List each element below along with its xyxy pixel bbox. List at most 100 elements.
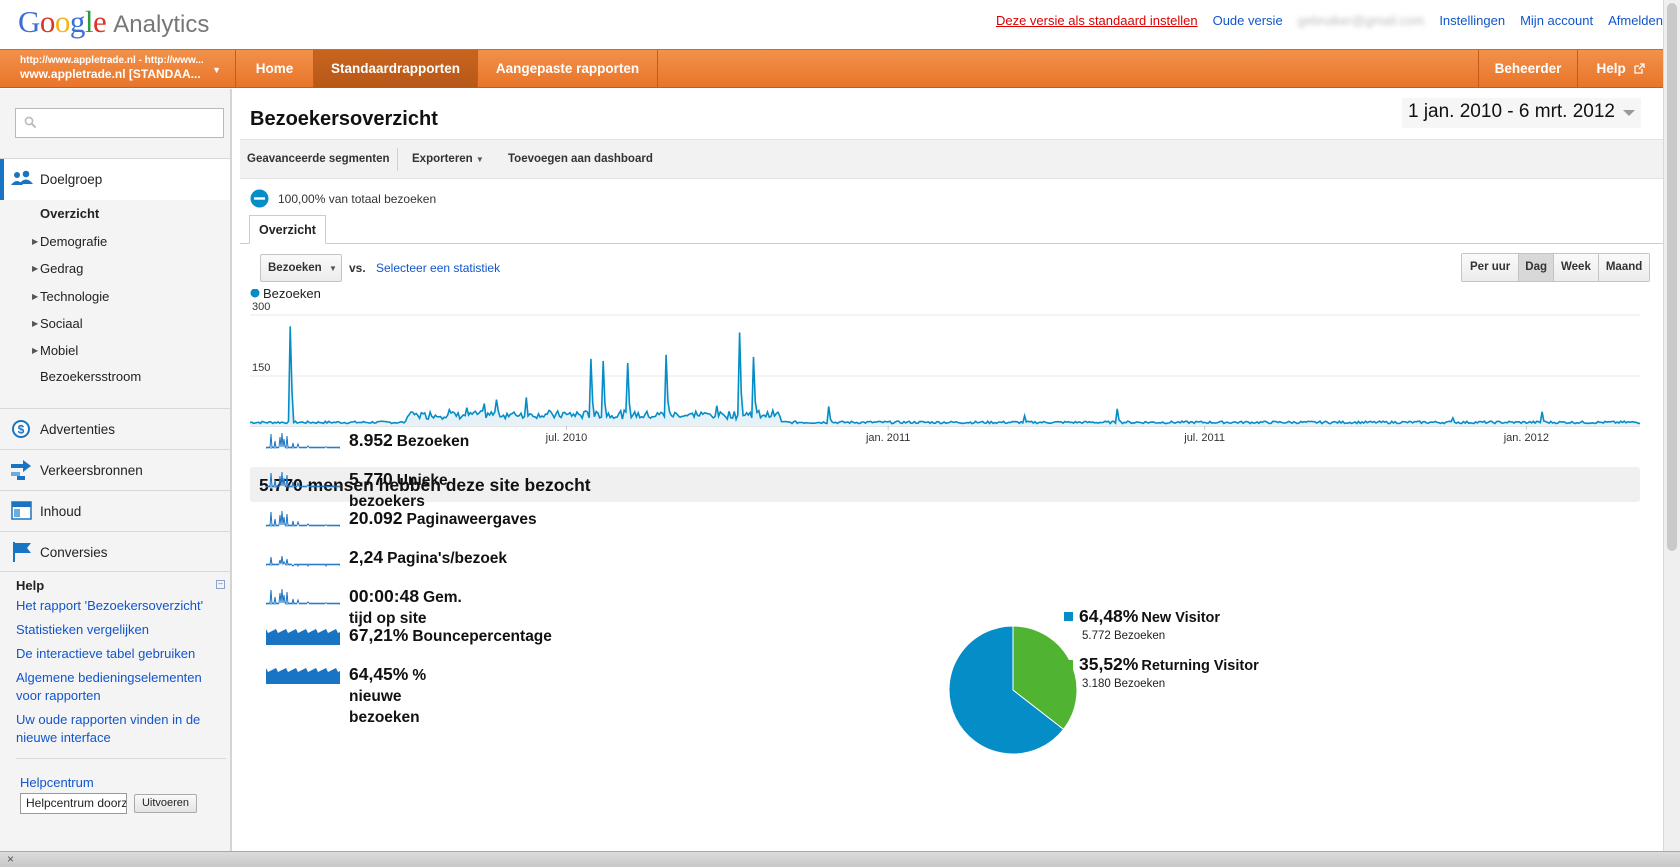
sidebar-item-traffic-sources[interactable]: Verkeersbronnen [0, 449, 230, 490]
select-metric-link[interactable]: Selecteer een statistiek [376, 261, 501, 275]
scrollbar-thumb[interactable] [1667, 3, 1677, 551]
nav-help[interactable]: Help [1578, 50, 1663, 88]
metric-label: % nieuwe bezoeken [349, 667, 427, 726]
collapse-icon[interactable]: – [216, 580, 225, 589]
divider [16, 758, 226, 759]
old-version-link[interactable]: Oude versie [1212, 13, 1283, 28]
granularity-month-button[interactable]: Maand [1598, 254, 1650, 281]
nav-tab-standard-reports[interactable]: Standaardrapporten [314, 50, 478, 88]
returning-visitor-pct-value: 35,52% [1079, 654, 1139, 674]
traffic-arrows-icon [11, 460, 31, 480]
metric-value: 00:00:48 [349, 586, 420, 606]
divider [397, 148, 398, 171]
new-visitor-pct: 64,48% New Visitor [1079, 606, 1220, 627]
help-center-link[interactable]: Helpcentrum [20, 775, 94, 790]
y-tick-label: 300 [252, 301, 270, 313]
sparkline-path [266, 668, 340, 684]
vertical-scrollbar[interactable] [1663, 0, 1680, 851]
metric-value: 5.770 [349, 469, 393, 489]
returning-visitor-count: 3.180 Bezoeken [1082, 678, 1166, 690]
help-link[interactable]: Het rapport 'Bezoekersoverzicht' [16, 598, 204, 613]
sidebar-item-audience[interactable]: Doelgroep [0, 158, 230, 200]
caret-down-icon: ▼ [329, 264, 337, 273]
flag-icon [13, 542, 31, 562]
metric-value-group: 20.092 Paginaweergaves [349, 508, 537, 529]
export-button[interactable]: Exporteren ▼ [412, 153, 484, 165]
content-layout-icon [11, 501, 32, 520]
tab-divider [240, 243, 1663, 244]
pie-slice-new[interactable] [948, 625, 1065, 755]
close-icon[interactable]: × [7, 852, 15, 866]
triangle-right-icon: ▶ [32, 292, 39, 301]
sidebar-sub-mobile[interactable]: ▶ Mobiel [32, 343, 78, 358]
granularity-week-button[interactable]: Week [1554, 254, 1599, 281]
sidebar-sub-visitors-flow[interactable]: Bezoekersstroom [40, 369, 142, 384]
metric-value-group: 5.770 Unieke bezoekers [349, 469, 448, 511]
help-link[interactable]: Algemene bedieningselementen voor rappor… [16, 670, 202, 703]
x-tick-label: jul. 2011 [1183, 432, 1225, 444]
legend-swatch [1064, 612, 1073, 621]
caret-down-icon: ▼ [475, 155, 484, 164]
logo-google: Google [18, 4, 107, 39]
sparkline [266, 510, 340, 528]
new-visitor-count: 5.772 Bezoeken [1082, 630, 1166, 642]
metric-label: Pagina's/bezoek [387, 550, 508, 567]
logo-product: Analytics [113, 11, 210, 38]
sidebar-item-content[interactable]: Inhoud [0, 490, 230, 531]
sparkline [266, 588, 340, 606]
settings-link[interactable]: Instellingen [1439, 13, 1506, 28]
x-tick-label: jan. 2011 [865, 432, 910, 444]
nav-tab-home[interactable]: Home [236, 50, 314, 88]
visits-chart-svg: Bezoeken 300 150 jul. 2010 jan. 2011 jul. 2… [249, 286, 1641, 444]
date-range-text: 1 jan. 2010 - 6 mrt. 2012 [1407, 101, 1615, 122]
svg-text:$: $ [18, 423, 25, 437]
sidebar-sub-technology[interactable]: ▶ Technologie [32, 289, 109, 304]
sidebar-item-conversions[interactable]: Conversies [0, 531, 230, 572]
help-link[interactable]: De interactieve tabel gebruiken [16, 646, 196, 661]
help-link[interactable]: Uw oude rapporten vinden in de nieuwe in… [16, 712, 201, 745]
search-input[interactable] [15, 108, 224, 138]
google-analytics-logo[interactable]: Google Analytics [18, 4, 209, 44]
sidebar-sub-behavior[interactable]: ▶ Gedrag [32, 261, 83, 276]
new-visitor-pct-value: 64,48% [1079, 606, 1139, 626]
granularity-hourly-button[interactable]: Per uur [1462, 254, 1520, 281]
nav-tab-custom-reports[interactable]: Aangepaste rapporten [478, 50, 658, 88]
report-toolbar: Geavanceerde segmenten Exporteren ▼ Toev… [240, 139, 1663, 179]
sparkline-path [266, 471, 340, 489]
help-center-search-input[interactable]: Helpcentrum doorz [20, 793, 127, 814]
sidebar-sub-demographics[interactable]: ▶ Demografie [32, 234, 107, 249]
help-link[interactable]: Statistieken vergelijken [16, 622, 149, 637]
advanced-segments-button[interactable]: Geavanceerde segmenten [247, 153, 390, 165]
metric-value: 20.092 [349, 508, 403, 528]
summary-header: 5.770 mensen hebben deze site bezocht [250, 467, 1640, 502]
nav-help-label: Help [1596, 61, 1626, 76]
sparkline-path [266, 629, 340, 645]
sidebar-sub-overview[interactable]: Overzicht [40, 206, 100, 221]
granularity-day-button[interactable]: Dag [1519, 254, 1554, 281]
search-icon [24, 116, 37, 129]
dollar-icon: $ [12, 420, 30, 438]
set-default-link[interactable]: Deze versie als standaard instellen [995, 13, 1198, 28]
people-icon [11, 170, 33, 185]
sign-out-link[interactable]: Afmelden [1608, 13, 1663, 28]
y-tick-label: 150 [252, 362, 270, 374]
sidebar-sub-social[interactable]: ▶ Sociaal [32, 316, 83, 331]
add-to-dashboard-button[interactable]: Toevoegen aan dashboard [508, 153, 653, 165]
nav-admin[interactable]: Beheerder [1478, 50, 1578, 88]
summary-title: 5.770 mensen hebben deze site bezocht [259, 475, 591, 495]
sidebar-item-label: Verkeersbronnen [40, 463, 143, 478]
sub-label: Sociaal [40, 316, 83, 331]
help-center-go-button[interactable]: Uitvoeren [134, 794, 197, 813]
metric-value: 8.952 [349, 430, 393, 450]
date-range-picker[interactable]: 1 jan. 2010 - 6 mrt. 2012 [1401, 98, 1641, 128]
sidebar-item-advertising[interactable]: $ Advertenties [0, 408, 230, 449]
tab-overview[interactable]: Overzicht [249, 215, 326, 244]
metric-value-group: 67,21% Bouncepercentage [349, 625, 552, 646]
my-account-link[interactable]: Mijn account [1520, 13, 1594, 28]
metric-select[interactable]: Bezoeken ▼ [260, 254, 342, 282]
triangle-right-icon: ▶ [32, 237, 39, 246]
sparkline [266, 629, 340, 645]
metric-label: Gem. tijd op site [349, 589, 462, 627]
profile-selector[interactable]: http://www.appletrade.nl - http://www...… [0, 50, 236, 88]
series-line[interactable] [249, 326, 1641, 425]
